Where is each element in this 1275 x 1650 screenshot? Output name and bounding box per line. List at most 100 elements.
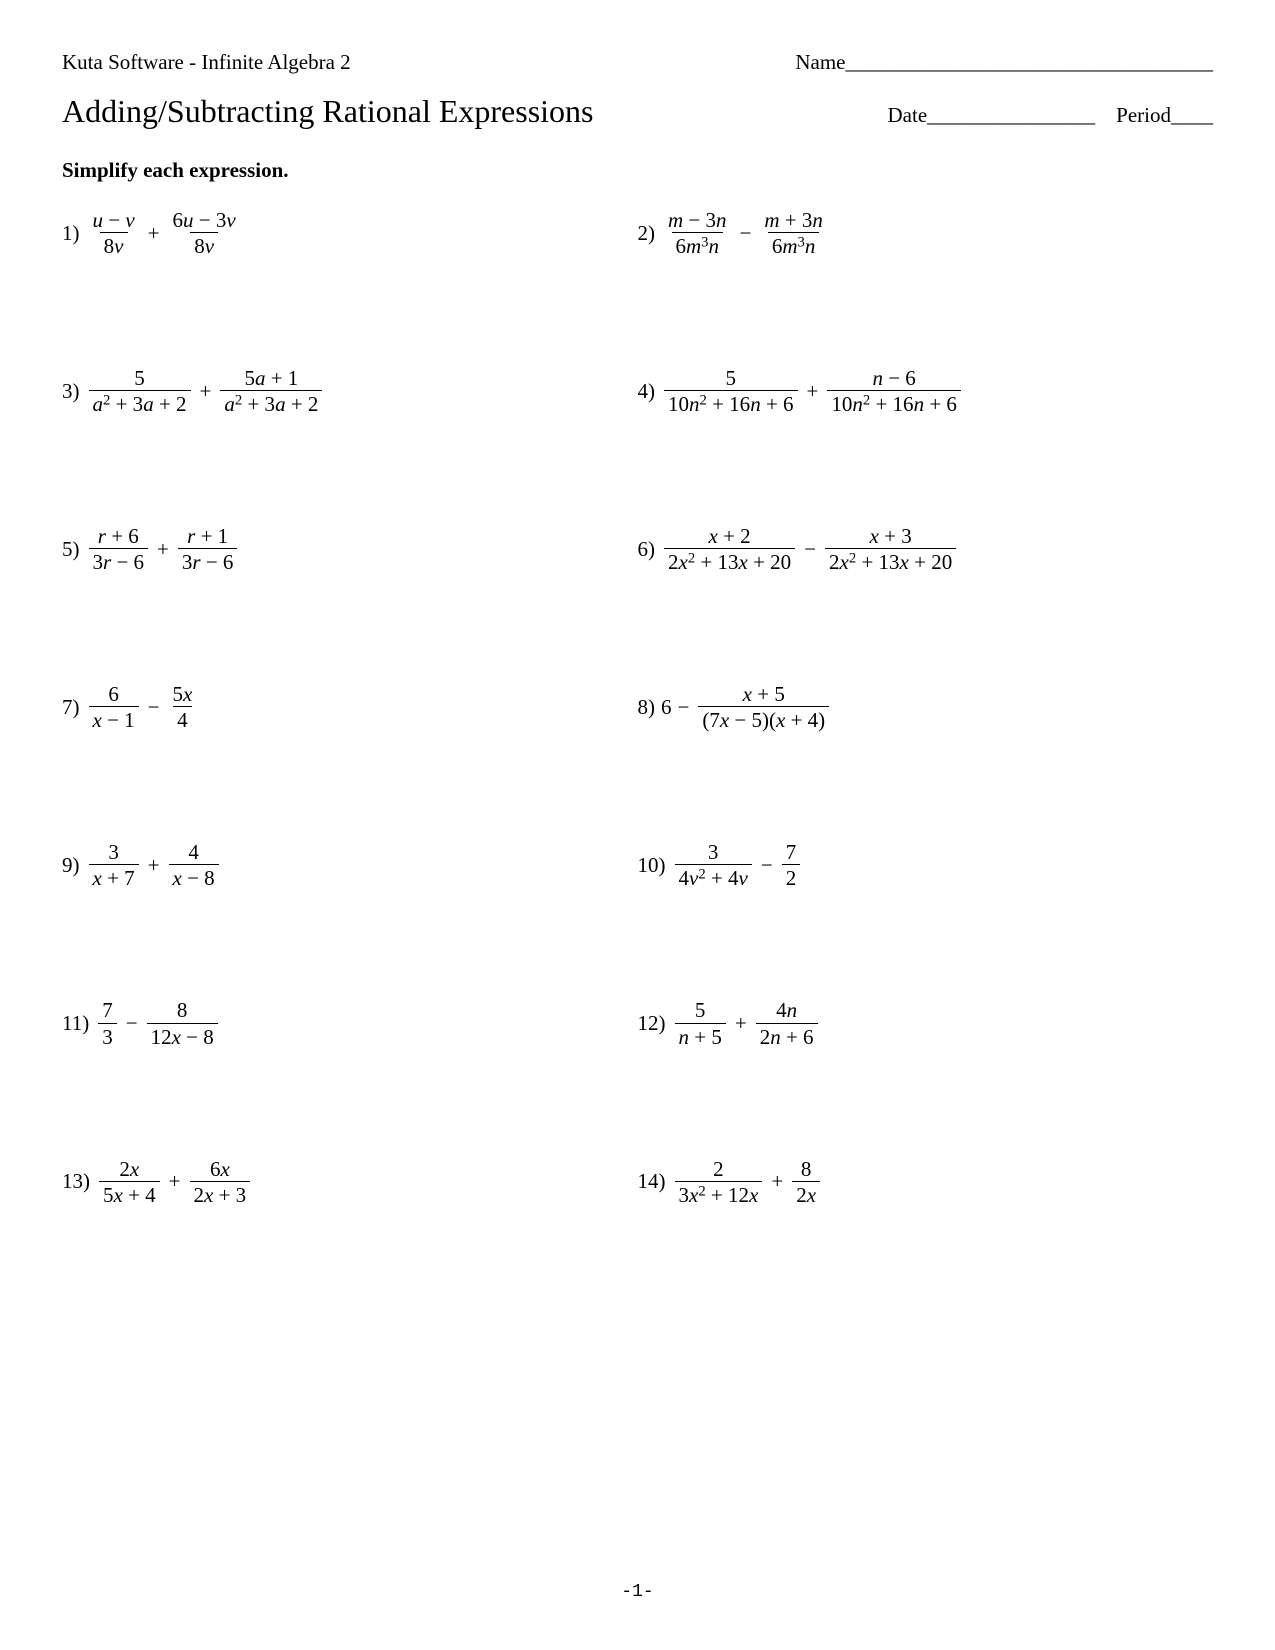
denominator: 4v2 + 4v xyxy=(675,864,752,889)
numerator: r + 1 xyxy=(183,525,232,548)
denominator: x − 1 xyxy=(89,706,139,731)
fraction-2: 6u − 3v8v xyxy=(169,209,240,257)
numerator: 5 xyxy=(691,999,710,1022)
numerator: 5 xyxy=(130,367,149,390)
operator: − xyxy=(804,537,816,562)
expression: 3x + 7+4x − 8 xyxy=(86,841,222,889)
numerator: 3 xyxy=(104,841,123,864)
problem-8: 8)6−x + 5(7x − 5)(x + 4) xyxy=(638,683,1214,731)
operator: − xyxy=(761,853,773,878)
problem-number: 5) xyxy=(62,537,80,562)
numerator: 2x xyxy=(115,1158,143,1181)
operator: − xyxy=(126,1011,138,1036)
problem-5: 5)r + 63r − 6+r + 13r − 6 xyxy=(62,525,638,573)
problem-number: 9) xyxy=(62,853,80,878)
fraction-2: 812x − 8 xyxy=(147,999,218,1047)
problem-4: 4)510n2 + 16n + 6+n − 610n2 + 16n + 6 xyxy=(638,367,1214,415)
date-field: Date________________ xyxy=(888,103,1096,127)
fraction-2: 4n2n + 6 xyxy=(756,999,818,1047)
operator: + xyxy=(807,379,819,404)
problem-2: 2)m − 3n6m3n−m + 3n6m3n xyxy=(638,209,1214,257)
expression: 23x2 + 12x +82x xyxy=(672,1158,824,1206)
problem-1: 1)u − v8v+6u − 3v8v xyxy=(62,209,638,257)
problem-11: 11)73−812x − 8 xyxy=(62,999,638,1047)
numerator: 5 xyxy=(722,367,741,390)
header-row: Kuta Software - Infinite Algebra 2 Name_… xyxy=(62,50,1213,75)
denominator: 3x2 + 12x xyxy=(675,1181,763,1206)
denominator: 4 xyxy=(173,706,192,731)
denominator: 8v xyxy=(100,232,128,257)
expression: 6x − 1−5x4 xyxy=(86,683,200,731)
fraction-2: 72 xyxy=(782,841,801,889)
expression: 510n2 + 16n + 6+n − 610n2 + 16n + 6 xyxy=(661,367,964,415)
problem-number: 1) xyxy=(62,221,80,246)
denominator: 5x + 4 xyxy=(99,1181,160,1206)
problems-grid: 1)u − v8v+6u − 3v8v2)m − 3n6m3n−m + 3n6m… xyxy=(62,209,1213,1206)
expression: 34v2 + 4v−72 xyxy=(672,841,804,889)
numerator: 3 xyxy=(704,841,723,864)
fraction-1: 5a2 + 3a + 2 xyxy=(89,367,191,415)
fraction-2: 82x xyxy=(792,1158,820,1206)
denominator: 6m3n xyxy=(768,232,820,257)
fraction-1: 3x + 7 xyxy=(89,841,139,889)
denominator: 3r − 6 xyxy=(178,548,238,573)
numerator: 6 xyxy=(104,683,123,706)
problem-number: 8) xyxy=(638,695,656,720)
numerator: x + 3 xyxy=(866,525,916,548)
denominator: 12x − 8 xyxy=(147,1023,218,1048)
fraction-1: 5n + 5 xyxy=(675,999,726,1047)
operator: − xyxy=(148,695,160,720)
denominator: a2 + 3a + 2 xyxy=(89,390,191,415)
operator: + xyxy=(157,537,169,562)
problem-6: 6)x + 22x2 + 13x + 20−x + 32x2 + 13x + 2… xyxy=(638,525,1214,573)
problem-10: 10)34v2 + 4v−72 xyxy=(638,841,1214,889)
numerator: 2 xyxy=(709,1158,728,1181)
problem-number: 14) xyxy=(638,1169,666,1194)
numerator: 4n xyxy=(772,999,801,1022)
fraction-2: 5a + 1a2 + 3a + 2 xyxy=(220,367,322,415)
expression: x + 22x2 + 13x + 20−x + 32x2 + 13x + 20 xyxy=(661,525,959,573)
denominator: 2x2 + 13x + 20 xyxy=(825,548,956,573)
problem-12: 12)5n + 5+4n2n + 6 xyxy=(638,999,1214,1047)
operator: − xyxy=(740,221,752,246)
fraction-2: n − 610n2 + 16n + 6 xyxy=(827,367,961,415)
problem-3: 3)5a2 + 3a + 2+5a + 1a2 + 3a + 2 xyxy=(62,367,638,415)
fraction-2: m + 3n6m3n xyxy=(760,209,827,257)
fraction-2: x + 32x2 + 13x + 20 xyxy=(825,525,956,573)
numerator: 4 xyxy=(184,841,203,864)
numerator: 6u − 3v xyxy=(169,209,240,232)
denominator: 3 xyxy=(98,1023,117,1048)
operator: − xyxy=(678,695,690,720)
expression: 5n + 5+4n2n + 6 xyxy=(672,999,821,1047)
denominator: (7x − 5)(x + 4) xyxy=(698,706,829,731)
problem-number: 12) xyxy=(638,1011,666,1036)
operator: + xyxy=(148,221,160,246)
period-field: Period____ xyxy=(1116,103,1213,127)
denominator: 10n2 + 16n + 6 xyxy=(827,390,961,415)
denominator: 6m3n xyxy=(672,232,724,257)
operator: + xyxy=(200,379,212,404)
title-row: Adding/Subtracting Rational Expressions … xyxy=(62,93,1213,130)
numerator: m − 3n xyxy=(664,209,731,232)
problem-number: 6) xyxy=(638,537,656,562)
denominator: 2x + 3 xyxy=(190,1181,251,1206)
fraction-1: 23x2 + 12x xyxy=(675,1158,763,1206)
denominator: 2x xyxy=(792,1181,820,1206)
denominator: n + 5 xyxy=(675,1023,726,1048)
problem-number: 7) xyxy=(62,695,80,720)
numerator: u − v xyxy=(89,209,139,232)
expression: r + 63r − 6+r + 13r − 6 xyxy=(86,525,241,573)
operator: + xyxy=(771,1169,783,1194)
denominator: 8v xyxy=(190,232,218,257)
fraction-2: x + 5(7x − 5)(x + 4) xyxy=(698,683,829,731)
denominator: 2n + 6 xyxy=(756,1023,818,1048)
name-field: Name___________________________________ xyxy=(795,50,1213,75)
fraction-1: 510n2 + 16n + 6 xyxy=(664,367,798,415)
problem-number: 4) xyxy=(638,379,656,404)
fraction-1: u − v8v xyxy=(89,209,139,257)
date-period: Date________________ Period____ xyxy=(888,103,1213,128)
problem-number: 13) xyxy=(62,1169,90,1194)
problem-14: 14) 23x2 + 12x +82x xyxy=(638,1158,1214,1206)
numerator: m + 3n xyxy=(760,209,827,232)
numerator: 5x xyxy=(169,683,197,706)
